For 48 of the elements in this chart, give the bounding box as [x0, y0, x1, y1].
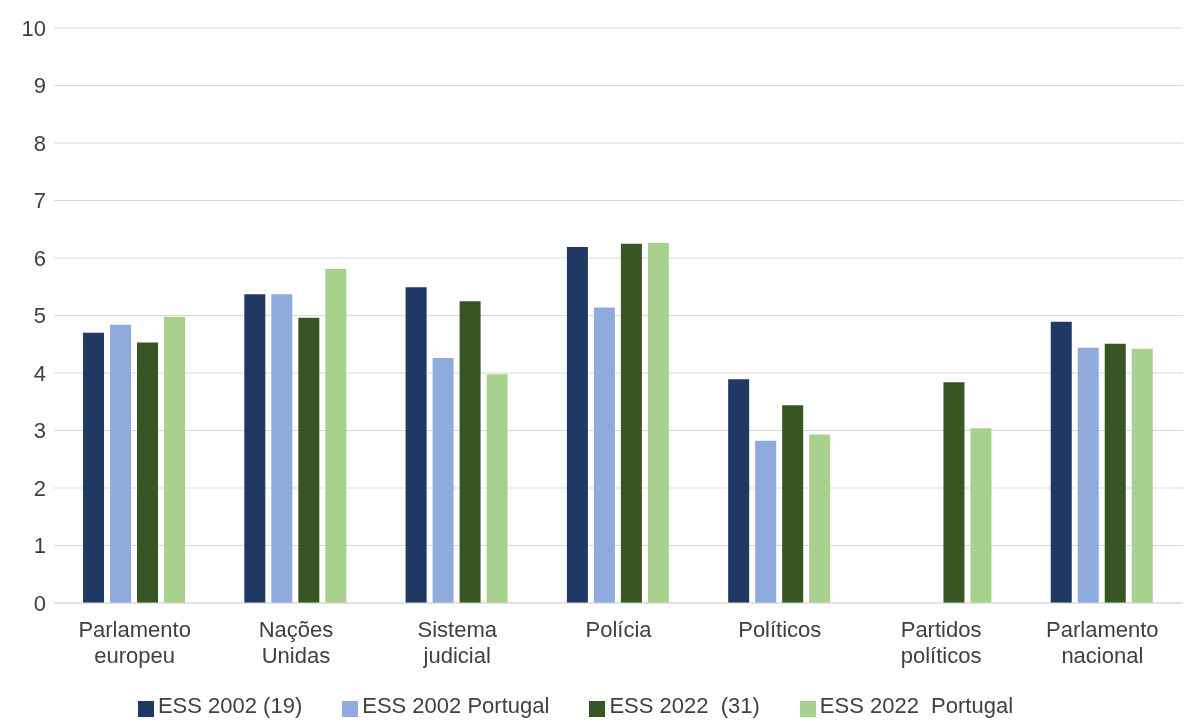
y-tick-label: 10 [21, 15, 46, 41]
y-tick-label: 7 [33, 188, 46, 214]
bar [809, 434, 831, 603]
x-tick-label: Polícia [585, 617, 653, 642]
x-tick-label: Nações Unidas [258, 617, 334, 668]
y-tick-label: 9 [33, 73, 46, 99]
legend-label: ESS 2022 Portugal [819, 693, 1014, 718]
x-tick-label: Parlamento nacional [1046, 617, 1159, 668]
legend-label: ESS 2022 (31) [609, 693, 760, 718]
bar [620, 243, 642, 603]
bar [244, 294, 266, 603]
bar [1050, 321, 1072, 603]
bar [164, 316, 186, 603]
bar [271, 294, 293, 603]
bar [755, 440, 777, 603]
bar [432, 358, 454, 603]
bar [593, 307, 615, 603]
bar [137, 342, 159, 603]
bar [782, 405, 804, 603]
y-tick-label: 8 [33, 130, 46, 156]
bar [1131, 348, 1153, 603]
bar [728, 379, 750, 603]
y-tick-label: 2 [33, 475, 46, 501]
bar [970, 428, 992, 603]
bar [110, 324, 132, 603]
bar [459, 301, 481, 603]
x-tick-label: Sistema judicial [417, 617, 498, 668]
bar [1077, 347, 1099, 603]
y-tick-label: 5 [33, 303, 46, 329]
bar [486, 374, 508, 603]
bar [1104, 343, 1126, 603]
bar [943, 382, 965, 603]
y-tick-label: 1 [33, 533, 46, 559]
x-tick-label: Parlamento europeu [78, 617, 191, 668]
y-tick-label: 3 [33, 418, 46, 444]
y-tick-label: 0 [33, 590, 46, 616]
bar [647, 243, 669, 603]
bar [566, 247, 588, 603]
bar [298, 317, 320, 603]
legend-label: ESS 2002 Portugal [362, 693, 550, 718]
x-tick-label: Partidos políticos [900, 617, 982, 668]
bar [83, 332, 105, 603]
bar [405, 287, 427, 603]
y-tick-label: 4 [33, 360, 46, 386]
x-tick-label: Políticos [738, 617, 822, 642]
y-tick-label: 6 [33, 245, 46, 271]
legend-label: ESS 2002 (19) [157, 693, 303, 718]
bar [325, 268, 347, 603]
